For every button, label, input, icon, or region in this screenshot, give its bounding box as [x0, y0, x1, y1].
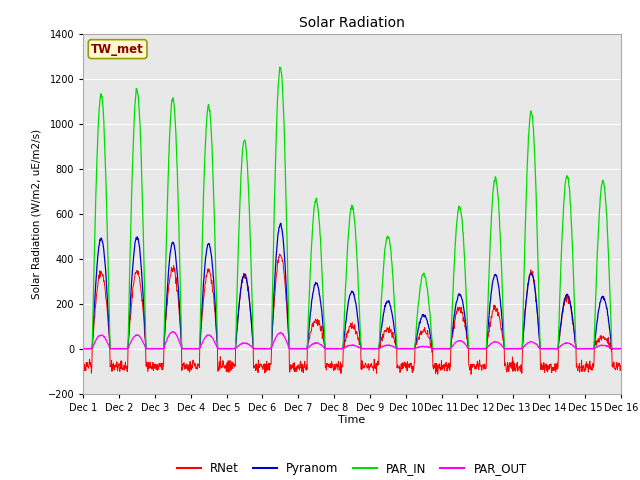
Legend: RNet, Pyranom, PAR_IN, PAR_OUT: RNet, Pyranom, PAR_IN, PAR_OUT [172, 457, 532, 480]
Line: PAR_OUT: PAR_OUT [83, 332, 621, 349]
PAR_IN [186, 346, 194, 351]
Pyranom [554, 346, 561, 351]
RNet [436, 361, 444, 367]
PAR_OUT [79, 346, 87, 351]
PAR_OUT [617, 346, 625, 351]
Pyranom [79, 346, 87, 351]
PAR_OUT [169, 329, 177, 335]
Pyranom [186, 346, 193, 351]
Line: PAR_IN: PAR_IN [83, 67, 621, 349]
Pyranom [277, 220, 285, 226]
Pyranom [506, 346, 514, 351]
PAR_OUT [506, 346, 514, 351]
Text: TW_met: TW_met [92, 43, 144, 56]
RNet [467, 372, 475, 377]
Line: RNet: RNet [83, 254, 621, 374]
Pyranom [436, 346, 444, 351]
PAR_OUT [186, 346, 194, 351]
PAR_IN [88, 346, 96, 352]
Pyranom [617, 346, 625, 351]
PAR_OUT [554, 346, 561, 351]
Title: Solar Radiation: Solar Radiation [299, 16, 405, 30]
PAR_OUT [199, 338, 207, 344]
PAR_IN [554, 346, 561, 351]
RNet [186, 369, 193, 375]
PAR_IN [259, 346, 267, 351]
RNet [259, 366, 267, 372]
Line: Pyranom: Pyranom [83, 223, 621, 349]
PAR_OUT [259, 346, 267, 351]
PAR_IN [506, 346, 514, 351]
PAR_IN [617, 346, 625, 351]
RNet [617, 362, 625, 368]
Y-axis label: Solar Radiation (W/m2, uE/m2/s): Solar Radiation (W/m2, uE/m2/s) [32, 129, 42, 299]
PAR_OUT [429, 346, 436, 352]
PAR_IN [79, 346, 87, 351]
PAR_IN [276, 64, 284, 70]
PAR_IN [436, 346, 444, 351]
PAR_IN [199, 207, 207, 213]
Pyranom [199, 293, 207, 299]
PAR_OUT [436, 346, 444, 351]
RNet [199, 308, 207, 314]
Pyranom [259, 346, 267, 351]
RNet [506, 361, 514, 367]
RNet [79, 365, 87, 371]
RNet [554, 366, 561, 372]
Pyranom [608, 347, 616, 352]
RNet [276, 251, 284, 257]
X-axis label: Time: Time [339, 415, 365, 425]
